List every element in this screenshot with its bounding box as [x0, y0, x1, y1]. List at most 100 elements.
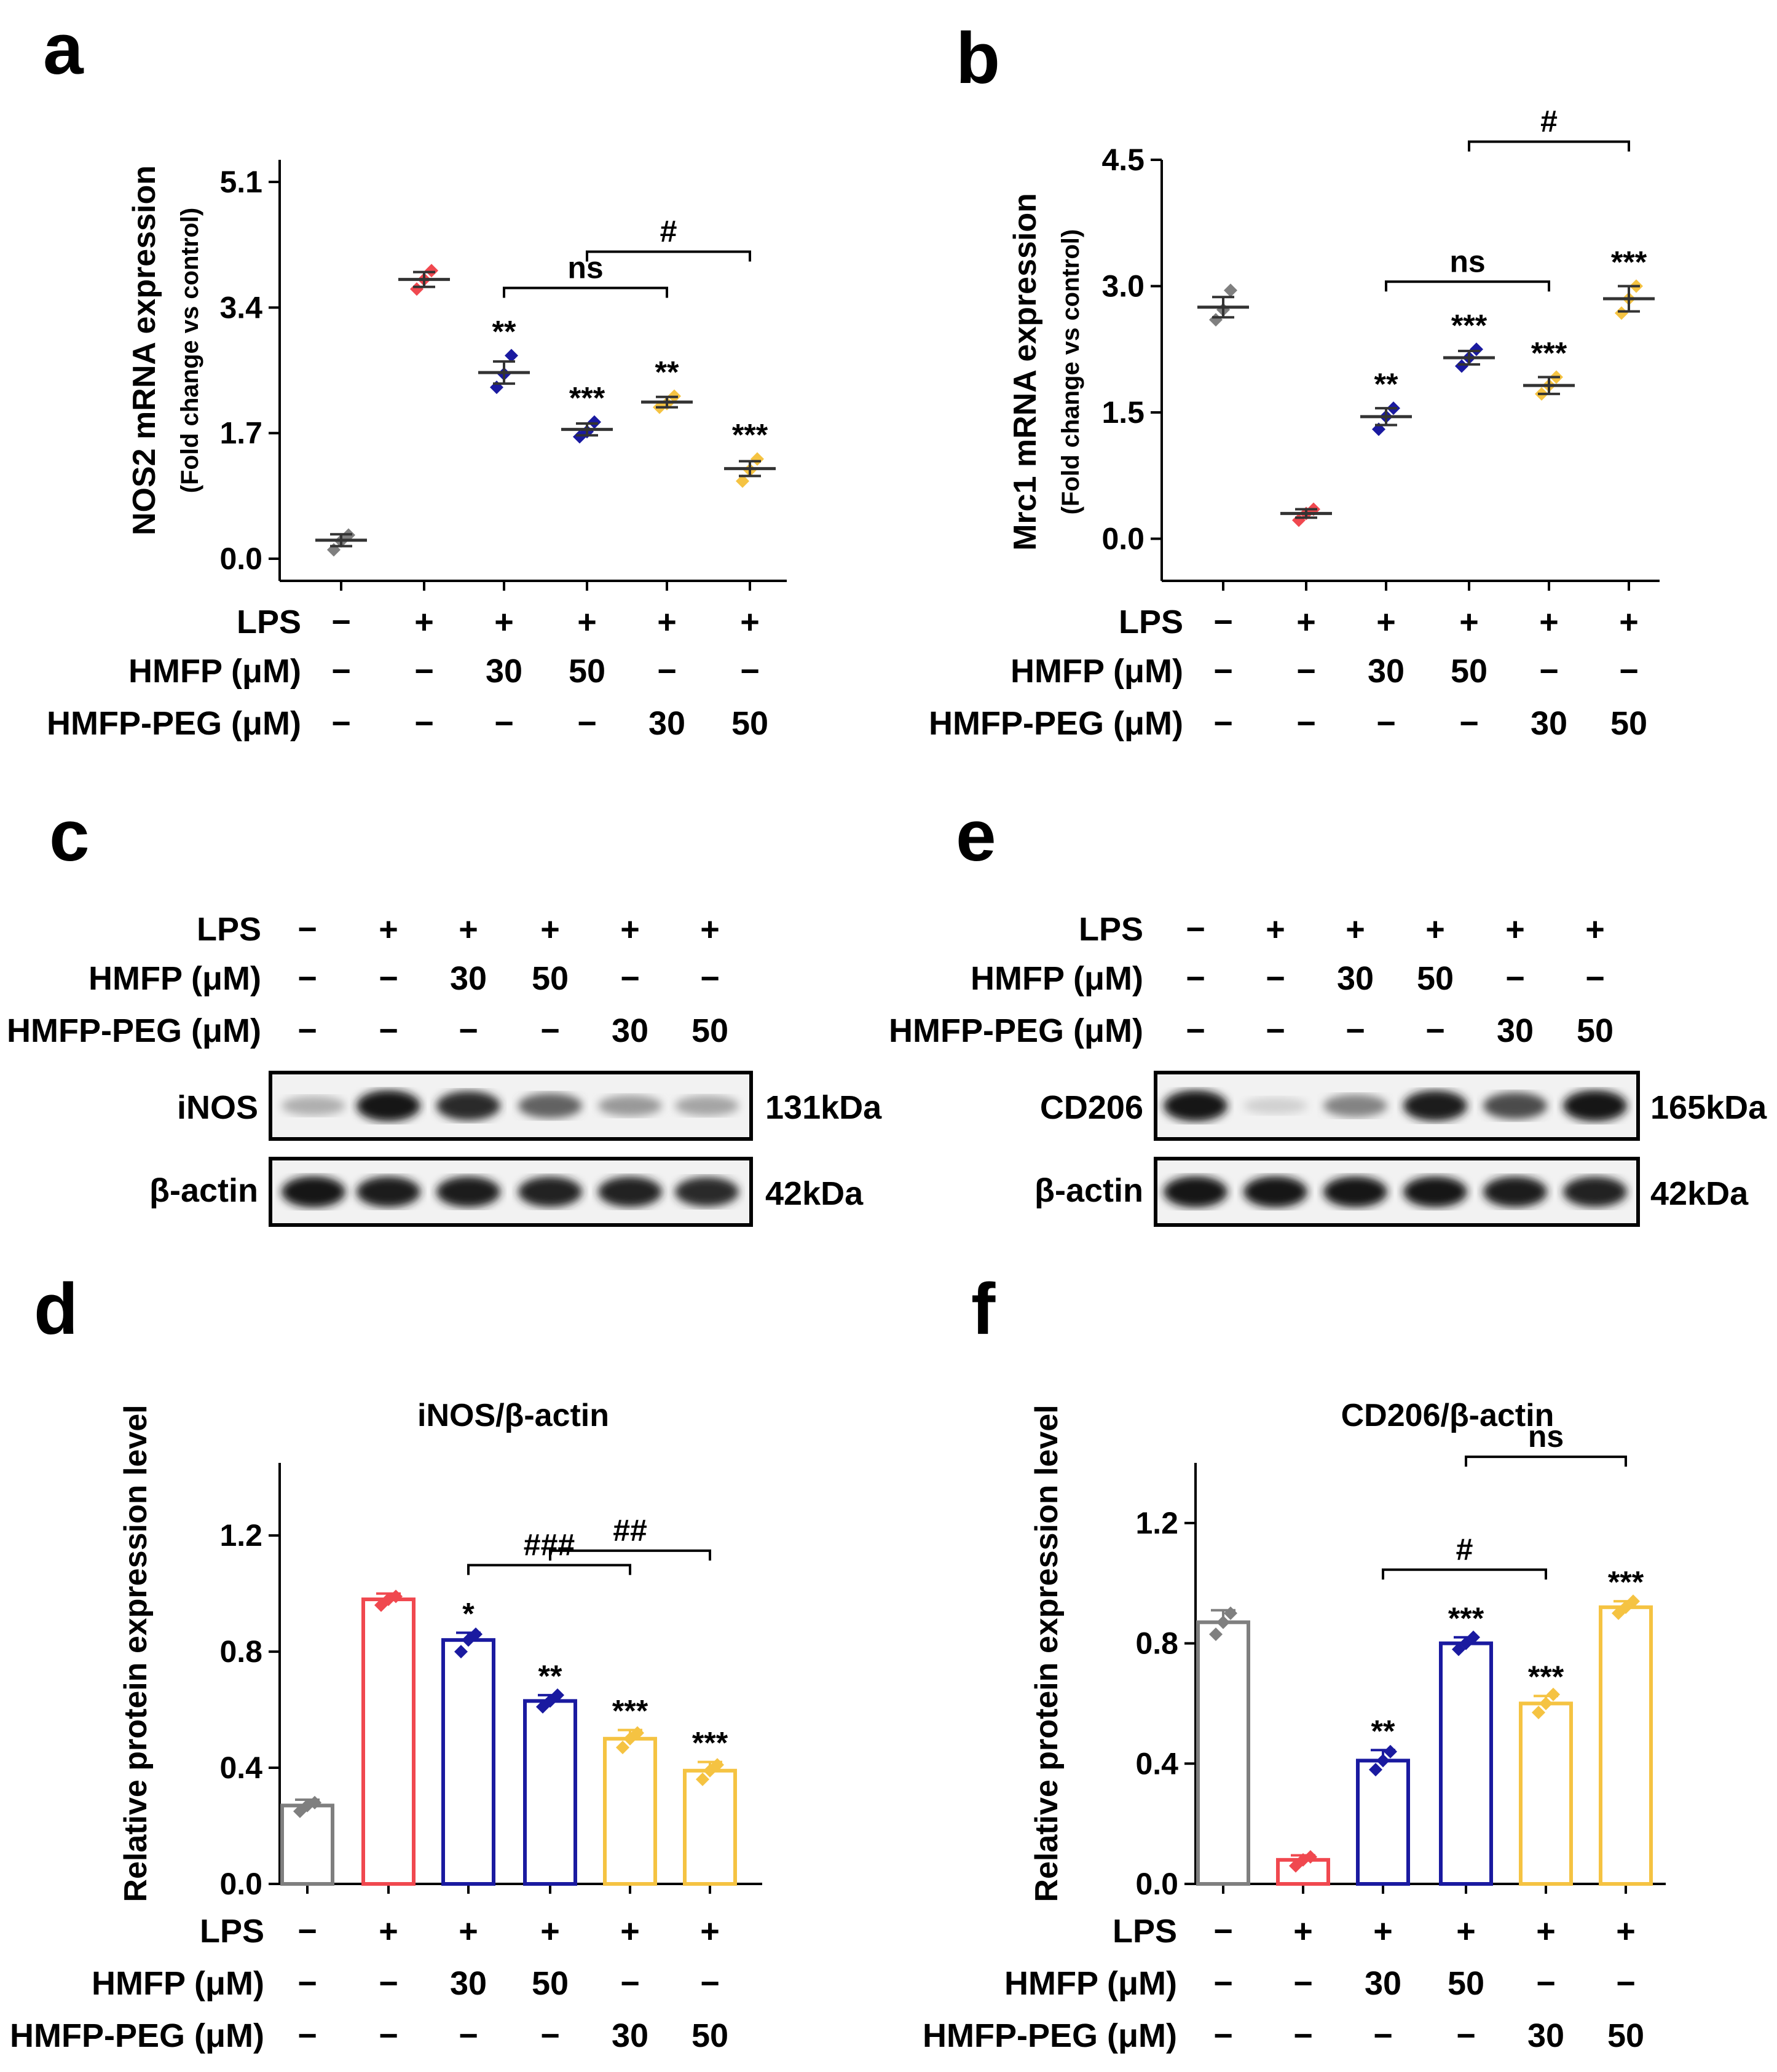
data-point	[616, 1740, 629, 1754]
significance-stars: *	[462, 1596, 475, 1631]
bar	[280, 1803, 334, 1886]
significance-stars: ***	[612, 1694, 648, 1728]
treatment-value: +	[1346, 911, 1365, 948]
data-point	[736, 474, 749, 488]
treatment-value: 30	[486, 653, 522, 690]
actin-band-strip	[1154, 1157, 1640, 1227]
treatment-value: 50	[1417, 960, 1454, 997]
significance-stars: ***	[692, 1726, 728, 1760]
significance-stars: ***	[569, 381, 605, 416]
row-label: LPS	[200, 1913, 264, 1950]
treatment-value: +	[657, 604, 677, 640]
row-label: LPS	[1113, 1913, 1177, 1950]
blot-frame	[1154, 1157, 1640, 1227]
data-point	[1224, 283, 1237, 297]
panel-label-c: c	[49, 795, 90, 876]
bar	[1196, 1620, 1250, 1886]
treatment-value: −	[1266, 1012, 1285, 1049]
y-tick-label: 0.0	[1101, 522, 1145, 556]
treatment-value: 50	[691, 2017, 728, 2054]
treatment-value: −	[494, 705, 514, 742]
treatment-value: 50	[1610, 705, 1647, 742]
bar	[441, 1638, 495, 1886]
chart-title: CD206/β-actin	[1341, 1398, 1554, 1433]
treatment-value: +	[459, 911, 478, 948]
comparison-label: ##	[613, 1513, 647, 1548]
treatment-table: LPS − + + + + +HMFP (μM) − −30 50− −HMFP-PEG (μM) −…	[7, 911, 728, 1049]
treatment-value: 30	[1365, 1965, 1401, 2002]
comparison-label: #	[660, 215, 677, 249]
y-axis-label: NOS2 mRNA expression	[127, 165, 162, 535]
treatment-value: −	[297, 1965, 317, 2002]
significance-stars: ***	[1528, 1660, 1564, 1694]
significance-stars: **	[538, 1659, 562, 1693]
actin-band	[675, 1177, 739, 1207]
treatment-value: −	[1213, 705, 1233, 742]
y-tick-label: 1.2	[219, 1518, 262, 1553]
chart-panel-a: NOS2 mRNA expression (Fold change vs con…	[127, 160, 787, 591]
y-tick-label: 0.0	[1135, 1867, 1178, 1901]
panel-label-b: b	[956, 18, 1000, 99]
treatment-value: −	[297, 1012, 317, 1049]
blot-target-kda: 165kDa	[1650, 1089, 1767, 1126]
treatment-value: 30	[1337, 960, 1374, 997]
significance-stars: **	[1371, 1714, 1395, 1748]
data-point	[1615, 306, 1628, 320]
treatment-value: +	[1425, 911, 1445, 948]
comparison-bracket	[586, 250, 751, 262]
treatment-value: −	[1186, 960, 1205, 997]
target-band	[1403, 1090, 1467, 1121]
treatment-value: 50	[1451, 653, 1487, 690]
treatment-value: +	[1373, 1913, 1393, 1950]
y-tick-label: 0.4	[1135, 1746, 1178, 1781]
actin-band	[1483, 1176, 1547, 1207]
significance-stars: ***	[1451, 308, 1487, 342]
actin-band	[436, 1176, 500, 1207]
treatment-value: +	[620, 1913, 640, 1950]
blot-frame	[269, 1157, 753, 1227]
treatment-value: −	[577, 705, 597, 742]
actin-band	[1403, 1176, 1467, 1208]
row-label: LPS	[197, 911, 261, 948]
data-point	[1532, 1706, 1545, 1720]
y-tick-label: 0.8	[1135, 1626, 1178, 1661]
comparison-label: #	[1540, 104, 1558, 139]
row-label: HMFP (μM)	[1004, 1965, 1177, 2002]
treatment-value: +	[1585, 911, 1605, 948]
actin-band	[598, 1176, 662, 1207]
treatment-value: −	[1346, 1012, 1365, 1049]
treatment-value: 30	[1368, 653, 1405, 690]
target-band	[598, 1095, 662, 1116]
significance-stars: **	[1374, 367, 1398, 401]
treatment-value: −	[331, 705, 351, 742]
comparison-label: #	[1456, 1532, 1473, 1567]
panel-label-a: a	[43, 9, 84, 90]
treatment-value: −	[1373, 2017, 1393, 2054]
treatment-value: 30	[648, 705, 685, 742]
data-point	[1626, 1594, 1640, 1609]
treatment-value: −	[379, 960, 398, 997]
significance-stars: **	[655, 355, 679, 390]
data-point	[1376, 1754, 1390, 1768]
blot-actin-label: β-actin	[149, 1172, 258, 1209]
treatment-value: −	[1213, 1965, 1233, 2002]
treatment-value: −	[620, 1965, 640, 2002]
treatment-value: −	[1293, 1965, 1313, 2002]
blot-target-label: iNOS	[177, 1089, 258, 1126]
treatment-value: +	[1539, 604, 1559, 640]
treatment-value: −	[1213, 653, 1233, 690]
bar	[1356, 1759, 1410, 1886]
data-point	[1470, 342, 1483, 356]
treatment-value: −	[1266, 960, 1285, 997]
treatment-value: +	[459, 1913, 478, 1950]
row-label: HMFP-PEG (μM)	[923, 2017, 1177, 2054]
bar	[1599, 1605, 1653, 1886]
treatment-value: 50	[1607, 2017, 1644, 2054]
treatment-value: −	[297, 2017, 317, 2054]
treatment-value: −	[1536, 1965, 1556, 2002]
target-band	[436, 1091, 500, 1121]
bar	[1519, 1701, 1573, 1886]
treatment-value: −	[1213, 1913, 1233, 1950]
target-band	[1164, 1090, 1227, 1122]
row-label: HMFP-PEG (μM)	[10, 2017, 264, 2054]
